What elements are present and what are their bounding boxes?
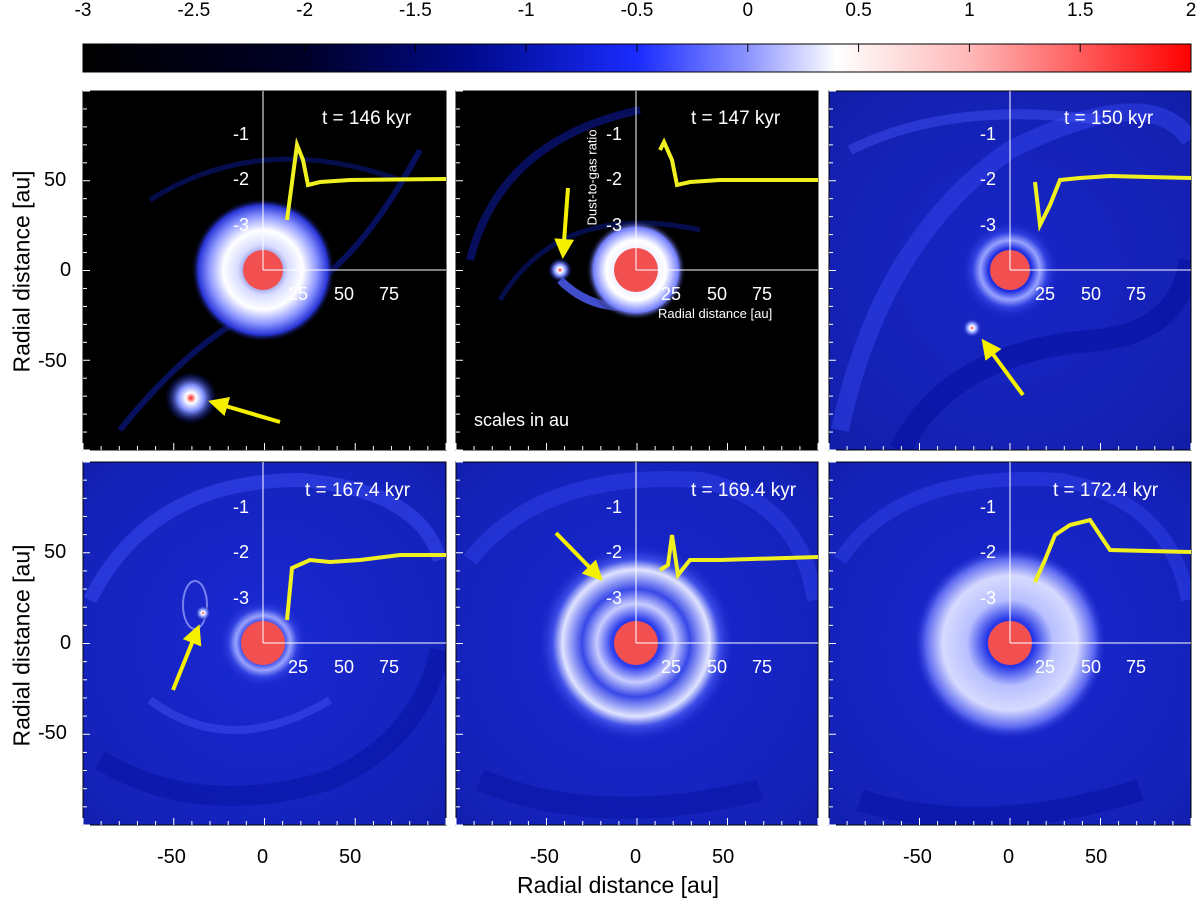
x-tick: -50 — [530, 846, 559, 868]
dust-to-gas-profile — [658, 534, 819, 580]
inset-y-tick: -3 — [606, 588, 623, 608]
fragment-clump — [548, 258, 572, 282]
panel-tick-marks — [455, 461, 819, 826]
arrow — [208, 396, 281, 424]
y-tick: -50 — [38, 722, 67, 744]
fragment-clump — [195, 605, 211, 621]
panel-tick-marks — [82, 461, 447, 826]
inset-y-tick: -3 — [980, 588, 997, 608]
colorbar-tick-label: -2 — [296, 0, 314, 21]
inset-x-tick: 25 — [661, 657, 682, 677]
colorbar-tick-label: -3 — [74, 0, 92, 21]
colorbar-tick-label: -0.5 — [620, 0, 654, 21]
y-tick: 50 — [44, 169, 67, 191]
colorbar-tick-label: 2 — [1185, 0, 1197, 21]
inset-x-tick: 50 — [334, 284, 355, 304]
dust-to-gas-profile — [658, 137, 818, 188]
colorbar-ticks — [82, 44, 1192, 52]
colorbar-tick-label: -1.5 — [399, 0, 432, 21]
inset-y-tick: -3 — [233, 215, 250, 235]
arrow — [171, 624, 202, 691]
colorbar-tick-label: -1 — [517, 0, 535, 21]
inset-y-tick: -1 — [606, 497, 623, 517]
inset-y-tick: -3 — [233, 588, 250, 608]
panel-tick-marks — [828, 461, 1192, 826]
inset-x-tick: 25 — [288, 657, 309, 677]
inset-x-title: Radial distance [au] — [658, 306, 773, 321]
arrow — [981, 338, 1025, 397]
scale-note: scales in au — [474, 410, 570, 430]
panel-1-time: t = 146 kyr — [322, 108, 412, 129]
inset-x-tick: 75 — [1126, 284, 1147, 304]
panel-3-time: t = 150 kyr — [1064, 108, 1154, 129]
colorbar-tick-label: 0 — [742, 0, 754, 21]
inset-x-tick: 25 — [288, 284, 309, 304]
x-tick: 50 — [339, 846, 362, 868]
inset-x-tick: 75 — [752, 284, 773, 304]
y-tick: 0 — [60, 259, 72, 281]
inset-x-tick: 25 — [1035, 284, 1056, 304]
x-tick: 0 — [1003, 846, 1015, 868]
inset-x-tick: 25 — [1035, 657, 1056, 677]
panel-tick-marks — [82, 90, 447, 451]
x-tick: 0 — [257, 846, 269, 868]
dust-to-gas-profile — [1033, 517, 1192, 583]
fragment-clump — [165, 372, 217, 424]
inset-y-tick: -1 — [233, 124, 250, 144]
inset-y-tick: -2 — [233, 169, 250, 189]
panel-tick-marks — [828, 90, 1192, 451]
inset-x-tick: 75 — [379, 284, 400, 304]
inset-y-tick: -1 — [233, 497, 250, 517]
x-tick: 0 — [630, 846, 642, 868]
inset-y-tick: -2 — [980, 542, 997, 562]
dust-to-gas-profile — [285, 137, 447, 221]
inset-y-tick: -2 — [606, 169, 623, 189]
y-axis-title-bottom: Radial distance [au] — [8, 544, 35, 747]
inset-y-tick: -2 — [233, 542, 250, 562]
inset-x-tick: 75 — [1126, 657, 1147, 677]
fragment-clump — [962, 318, 982, 338]
x-axis-title: Radial distance [au] — [517, 872, 720, 898]
panel-6-time: t = 172.4 kyr — [1053, 480, 1159, 501]
colorbar-tick-label: 0.5 — [845, 0, 872, 21]
y-tick: -50 — [38, 350, 67, 372]
inset-x-tick: 50 — [334, 657, 355, 677]
inset-y-tick: -1 — [980, 124, 997, 144]
inset-y-tick: -3 — [980, 215, 997, 235]
panel-4-time: t = 167.4 kyr — [305, 480, 411, 501]
inset-x-tick: 50 — [1081, 657, 1102, 677]
x-tick: -50 — [903, 846, 932, 868]
inset-y-tick: -1 — [980, 497, 997, 517]
x-tick: -50 — [157, 846, 186, 868]
inset-x-tick: 50 — [707, 284, 728, 304]
inset-x-tick: 75 — [752, 657, 773, 677]
y-tick: 0 — [60, 632, 72, 654]
inset-y-tick: -2 — [606, 542, 623, 562]
y-tick: 50 — [44, 541, 67, 563]
dust-to-gas-profile — [285, 553, 446, 621]
inset-y-tick: -1 — [606, 124, 623, 144]
colorbar-tick-label: -2.5 — [177, 0, 211, 21]
inset-x-tick: 75 — [379, 657, 400, 677]
inset-x-tick: 50 — [707, 657, 728, 677]
dust-to-gas-profile — [1033, 173, 1192, 232]
panel-1 — [83, 91, 446, 450]
inset-y-title: Dust-to-gas ratio — [584, 129, 600, 226]
y-axis-title-top: Radial distance [au] — [8, 170, 35, 373]
colorbar-tick-label: 1.5 — [1066, 0, 1094, 21]
inset-x-tick: 25 — [661, 284, 682, 304]
x-tick: 50 — [1085, 846, 1108, 868]
panel-2-time: t = 147 kyr — [691, 108, 781, 129]
panel-5-time: t = 169.4 kyr — [691, 480, 797, 501]
inset-y-tick: -3 — [606, 215, 623, 235]
inset-x-tick: 50 — [1081, 284, 1102, 304]
x-tick: 50 — [712, 846, 735, 868]
colorbar — [82, 43, 1192, 73]
arrow — [554, 531, 603, 581]
arrow — [554, 187, 575, 259]
inset-y-tick: -2 — [980, 169, 997, 189]
colorbar-tick-label: 1 — [964, 0, 975, 21]
panel-tick-marks — [455, 90, 819, 451]
